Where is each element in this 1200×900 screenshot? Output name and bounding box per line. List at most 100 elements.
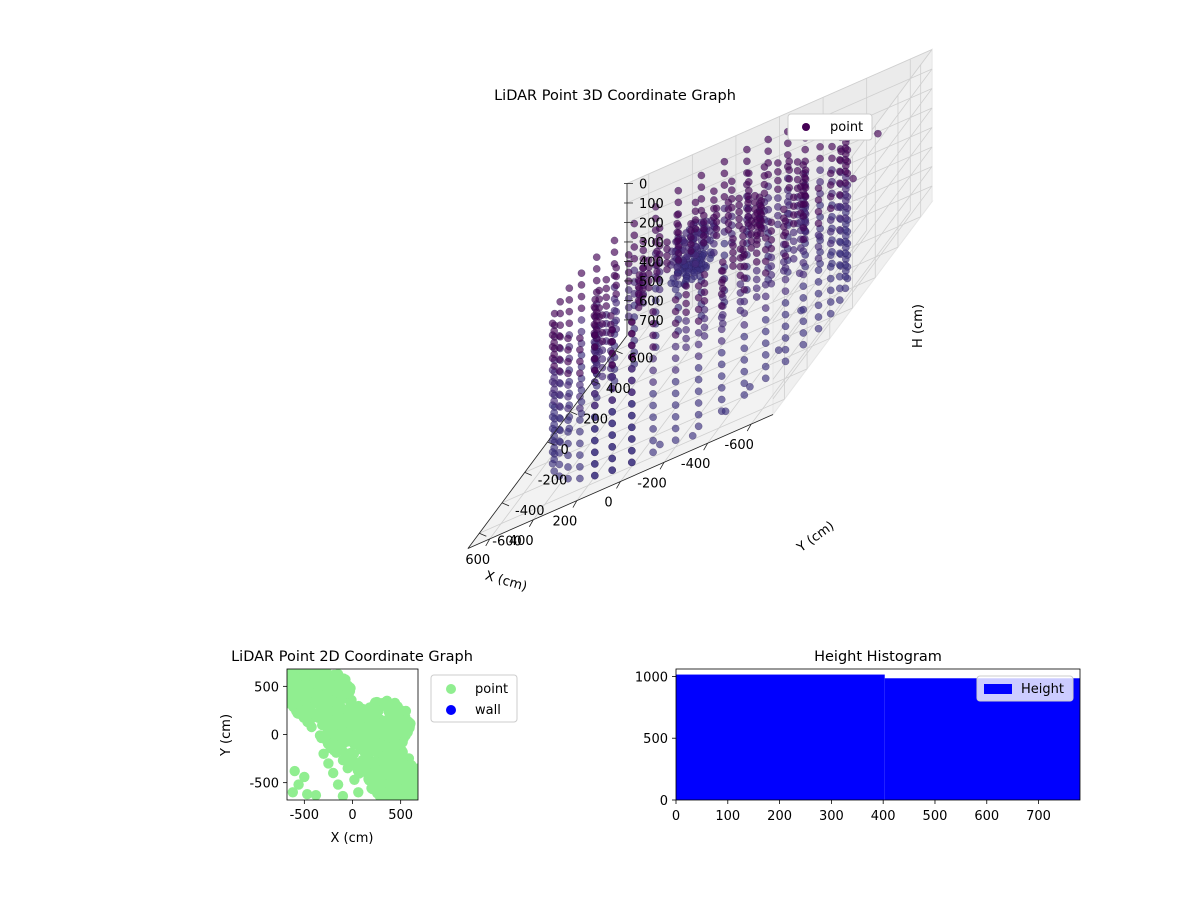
y-tick [524, 472, 532, 476]
data-point [746, 382, 754, 391]
data-point [740, 250, 749, 259]
data-point [694, 340, 703, 349]
data-point [606, 311, 615, 320]
x-tick-label: 300 [819, 809, 844, 824]
data-point [671, 331, 680, 339]
data-point [694, 352, 703, 361]
data-point [699, 225, 708, 234]
data-point [717, 348, 726, 357]
y-tick-label: -200 [538, 473, 568, 488]
histogram-bars [676, 674, 1080, 800]
data-point [358, 765, 370, 777]
data-point [565, 296, 574, 304]
grid-line [772, 107, 933, 322]
x-tick-label: 600 [465, 553, 490, 568]
data-point [649, 401, 657, 410]
data-point [717, 383, 726, 392]
data-point [663, 252, 671, 260]
data-point [671, 436, 680, 445]
data-point [814, 196, 823, 204]
data-point [841, 144, 850, 152]
data-point [550, 309, 559, 318]
data-point [555, 437, 564, 446]
data-point [576, 381, 584, 389]
data-point [682, 317, 690, 325]
x-tick-label: 0 [604, 495, 612, 510]
data-point [761, 339, 770, 348]
data-point [835, 191, 844, 199]
data-point [564, 381, 572, 389]
grid-line [772, 88, 933, 302]
data-point [720, 239, 729, 248]
data-point [740, 262, 749, 271]
data-point [671, 366, 680, 374]
data-point [740, 297, 749, 306]
data-point [630, 219, 639, 228]
data-point [747, 244, 756, 252]
grid-line [772, 127, 933, 341]
data-point [342, 704, 354, 715]
legend-swatch-height [984, 684, 1012, 694]
data-point [577, 281, 586, 289]
data-point [735, 201, 743, 210]
data-point [328, 767, 339, 779]
data-point [774, 176, 782, 185]
data-point [781, 217, 790, 225]
chart-2d: LiDAR Point 2D Coordinate Graph -500 0 500… [219, 649, 518, 846]
data-point [767, 218, 776, 227]
data-point [608, 419, 617, 428]
data-point [687, 233, 695, 242]
data-point [710, 187, 718, 196]
histogram-frame [675, 668, 1081, 801]
data-point [744, 192, 752, 200]
data-point [627, 341, 636, 350]
data-point [639, 237, 648, 246]
data-point [799, 258, 808, 267]
data-point [300, 671, 311, 683]
data-point [691, 198, 700, 207]
data-point [814, 231, 823, 239]
data-point [634, 303, 643, 312]
data-point [739, 232, 747, 241]
x-tick [485, 538, 491, 547]
y-tick [615, 350, 623, 355]
data-point [710, 248, 718, 257]
data-point [717, 313, 726, 322]
x-tick-label: 100 [715, 809, 740, 824]
data-point [627, 353, 636, 361]
data-point [740, 367, 749, 376]
data-point [814, 324, 823, 333]
y-tick-label: 600 [629, 352, 654, 367]
grid-line [479, 398, 785, 534]
data-point [761, 292, 770, 301]
data-point [335, 676, 347, 687]
data-point [799, 235, 808, 244]
data-point [671, 319, 680, 328]
z-tick-label: 500 [639, 275, 664, 290]
data-point [739, 225, 747, 234]
y-tick-label: -400 [515, 504, 545, 519]
data-point [717, 360, 726, 369]
chart-3d: LiDAR Point 3D Coordinate Graph -600 -400… [465, 48, 934, 595]
data-point [699, 218, 708, 227]
data-point [649, 413, 657, 422]
data-point [663, 265, 671, 274]
data-point [328, 728, 339, 739]
data-point [789, 193, 798, 202]
data-point [700, 297, 709, 305]
data-point [590, 354, 599, 363]
data-point [691, 207, 700, 216]
data-point [565, 319, 574, 328]
data-point [550, 385, 559, 394]
data-point [655, 285, 664, 294]
data-point [592, 253, 601, 262]
data-point [674, 186, 683, 195]
data-point [740, 391, 749, 399]
x-tick-label: 600 [974, 809, 999, 824]
data-point [781, 275, 790, 284]
data-point [397, 758, 408, 770]
data-point [694, 364, 703, 372]
data-point [774, 159, 782, 167]
x-tick-label: 500 [388, 808, 413, 823]
data-point [785, 166, 794, 174]
